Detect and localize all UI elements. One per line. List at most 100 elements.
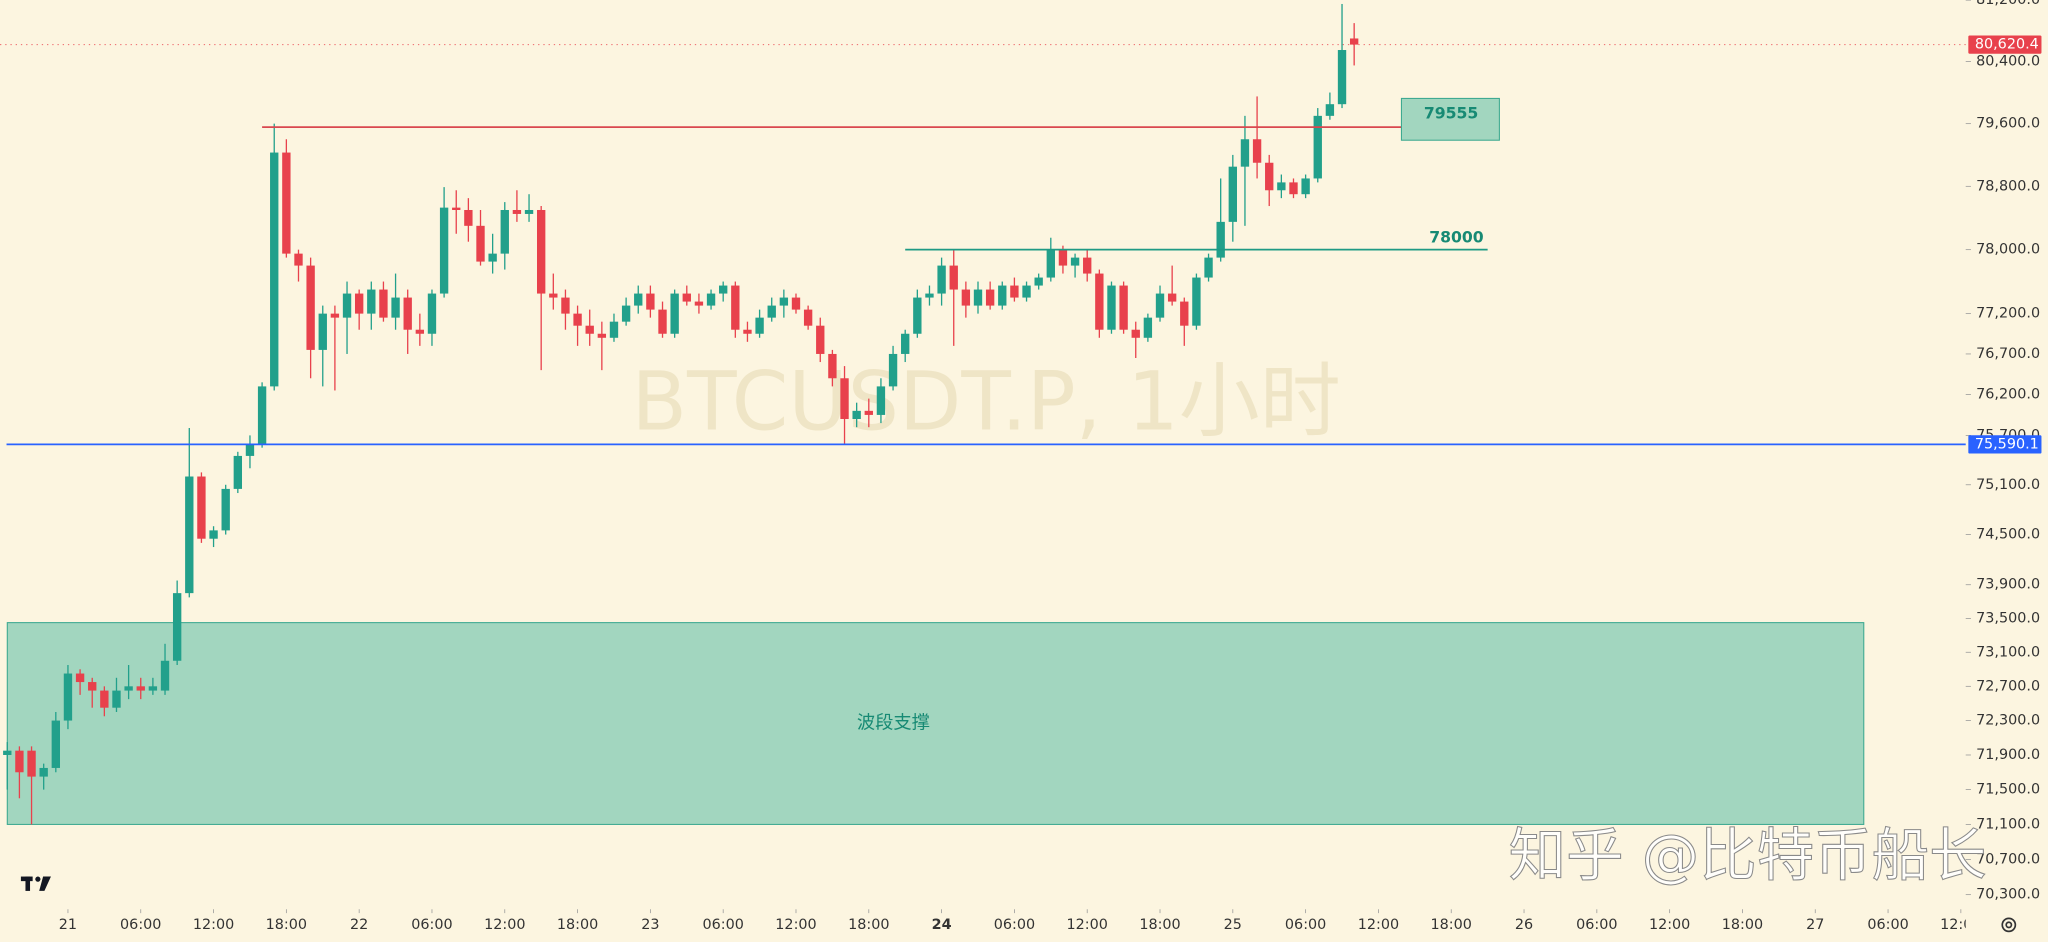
- candle-body: [973, 289, 983, 306]
- candle-body: [452, 207, 461, 210]
- candle-body: [634, 293, 643, 306]
- candle-body: [913, 297, 922, 334]
- candle-body: [816, 325, 825, 354]
- candle-body: [1119, 285, 1128, 330]
- candle-body: [488, 253, 497, 262]
- candle-body: [731, 285, 740, 330]
- axes: 81,200.0 80,400.0 79,600.0 78,800.0 78,000.0…: [59, 0, 2042, 933]
- x-tick-label: 18:00: [266, 917, 307, 933]
- y-tick-label: 75,100.0: [1976, 477, 2040, 493]
- candle-body: [937, 265, 946, 294]
- x-tick-label: 06:00: [411, 917, 452, 933]
- candle-body: [767, 305, 776, 318]
- candle-body: [403, 297, 412, 330]
- candle-body: [670, 293, 679, 334]
- candle-body: [901, 333, 910, 354]
- candle-body: [1252, 139, 1262, 163]
- y-tick-label: 71,500.0: [1976, 782, 2040, 798]
- y-tick-label: 78,000.0: [1976, 242, 2040, 258]
- x-tick-label: 18:00: [557, 917, 598, 933]
- candle-body: [330, 313, 340, 318]
- candle-body: [949, 265, 958, 290]
- candle-body: [439, 207, 449, 294]
- candle-body: [755, 317, 764, 334]
- price-tag: [1968, 435, 2042, 454]
- x-tick-label: 18:00: [1722, 917, 1763, 933]
- candle-body: [706, 293, 716, 306]
- candle-body: [803, 309, 813, 326]
- candle-body: [1155, 293, 1165, 318]
- plot-area: 波段支撑 79555 78000: [0, 3, 1966, 825]
- price-tag-label: 80,620.4: [1975, 37, 2039, 53]
- price-tag-label: 75,590.1: [1975, 436, 2039, 452]
- candle-body: [51, 720, 60, 768]
- candle-body: [985, 289, 995, 306]
- candle-body: [342, 293, 352, 318]
- y-tick-label: 71,900.0: [1976, 747, 2040, 763]
- support-zone: [6, 622, 1865, 825]
- x-tick-label: 06:00: [120, 917, 161, 933]
- candle-body: [646, 293, 655, 310]
- candle-body: [391, 297, 400, 318]
- candle-body: [561, 297, 570, 314]
- candle-body: [112, 690, 121, 708]
- candle-body: [1143, 317, 1153, 338]
- y-tick-label: 73,500.0: [1976, 610, 2040, 626]
- candle-body: [39, 767, 48, 777]
- y-tick-label: 79,600.0: [1976, 116, 2040, 132]
- candle-body: [1216, 221, 1225, 258]
- candle-body: [427, 293, 437, 334]
- candle-body: [160, 660, 170, 691]
- candle-body: [1313, 115, 1322, 179]
- x-tick-label: 12:00: [775, 917, 816, 933]
- y-tick-label: 70,700.0: [1976, 851, 2040, 867]
- y-tick-label: 72,700.0: [1976, 678, 2040, 694]
- candle-body: [367, 289, 376, 314]
- candle-body: [1070, 257, 1080, 266]
- candle-body: [852, 410, 861, 420]
- x-tick-label: 06:00: [994, 917, 1035, 933]
- candle-body: [682, 293, 691, 302]
- candle-body: [1204, 257, 1213, 278]
- candle-body: [791, 297, 801, 310]
- candle-body: [88, 682, 97, 691]
- candle-body: [1131, 329, 1140, 338]
- candle-body: [136, 686, 145, 691]
- candle-body: [15, 750, 24, 773]
- candle-body: [1301, 178, 1310, 195]
- candle-body: [1022, 285, 1031, 298]
- candle-body: [512, 209, 522, 214]
- x-tick-label: 06:00: [1867, 917, 1908, 933]
- x-tick-label: 23: [641, 917, 659, 933]
- x-tick-label: 12:00: [484, 917, 525, 933]
- candle-body: [719, 285, 728, 294]
- settings-icon[interactable]: [2001, 917, 2017, 933]
- y-tick-label: 70,300.0: [1976, 887, 2040, 903]
- price-tag: [1968, 35, 2042, 54]
- candle-body: [1167, 293, 1177, 302]
- candle-body: [1058, 249, 1068, 266]
- y-tick-label: 72,300.0: [1976, 713, 2040, 729]
- candle-body: [197, 476, 206, 539]
- candle-body: [998, 285, 1007, 306]
- candle-body: [75, 673, 85, 683]
- candle-body: [257, 386, 267, 444]
- candle-body: [1192, 277, 1201, 326]
- candle-body: [464, 209, 473, 226]
- candle-body: [1240, 139, 1250, 167]
- candle-body: [185, 476, 194, 594]
- x-tick-label: 12:00: [1649, 917, 1690, 933]
- y-tick-label: 73,900.0: [1976, 577, 2040, 593]
- candle-body: [573, 313, 582, 326]
- candle-body: [245, 443, 255, 456]
- candle-body: [840, 378, 849, 420]
- candle-body: [3, 750, 12, 755]
- candle-body: [1337, 50, 1347, 105]
- candle-body: [476, 225, 485, 262]
- candle-body: [609, 321, 619, 338]
- x-tick-label: 21: [59, 917, 77, 933]
- candle-body: [172, 593, 182, 661]
- candle-body: [124, 686, 133, 691]
- x-tick-label: 27: [1806, 917, 1824, 933]
- candle-body: [621, 305, 631, 322]
